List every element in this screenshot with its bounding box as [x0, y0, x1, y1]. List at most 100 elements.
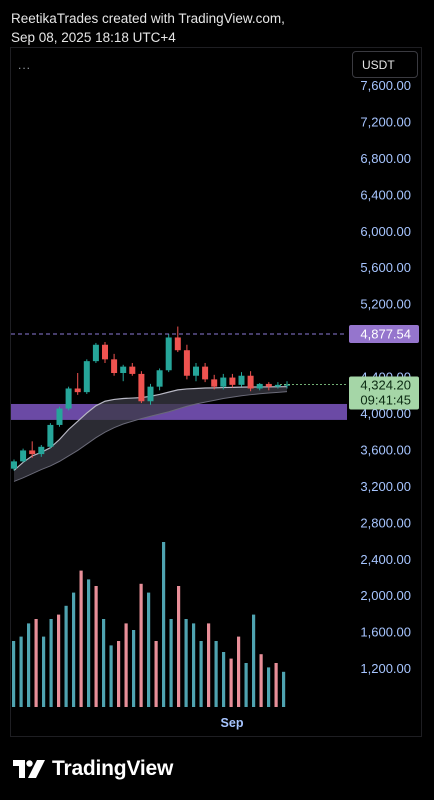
candle-body — [229, 377, 236, 385]
currency-button[interactable]: USDT — [352, 51, 418, 78]
candle-body — [174, 337, 181, 351]
candle-body — [147, 386, 154, 402]
price-tick-label: 6,400.00 — [360, 187, 411, 202]
candle — [165, 333, 172, 373]
volume-bar — [229, 658, 233, 707]
candle — [29, 441, 36, 458]
candle-body — [183, 350, 190, 376]
volume-bar — [57, 614, 61, 707]
current-price-badge — [349, 376, 419, 410]
volume-bar — [207, 623, 211, 707]
tv-logo-icon — [13, 760, 45, 778]
price-tick-label: 4,000.00 — [360, 406, 411, 421]
volume-bar — [282, 671, 286, 707]
volume-bar — [199, 641, 203, 707]
candle — [274, 382, 281, 389]
candle — [265, 382, 272, 391]
candle-body — [47, 424, 54, 447]
candle-body — [111, 359, 118, 373]
candle-body — [138, 373, 145, 402]
candle — [111, 353, 118, 376]
volume-bar — [12, 641, 16, 707]
candle-body — [65, 388, 72, 409]
price-lines-layer — [11, 333, 347, 385]
candle-body — [238, 375, 245, 385]
candle-body — [83, 361, 90, 393]
price-tick-label: 3,200.00 — [360, 479, 411, 494]
candle-body — [284, 384, 290, 386]
candle-body — [92, 344, 99, 362]
volume-bar — [49, 619, 53, 707]
volume-bar — [87, 579, 91, 707]
brand-name: TradingView — [52, 757, 174, 780]
volume-bar — [94, 586, 98, 707]
price-tick-label: 5,600.00 — [360, 260, 411, 275]
candle — [284, 381, 290, 389]
volume-bar — [19, 636, 23, 707]
price-tick-label: 2,400.00 — [360, 552, 411, 567]
candle — [20, 448, 27, 463]
tradingview-logo: TradingView — [12, 757, 173, 781]
high-price-label: 4,877.54 — [349, 325, 419, 344]
price-tick-label: 6,000.00 — [360, 224, 411, 239]
volume-bar — [109, 645, 113, 707]
volume-bar — [139, 583, 143, 707]
price-tick-label: 1,600.00 — [360, 625, 411, 640]
candle — [11, 459, 17, 471]
volume-bar — [124, 623, 128, 707]
volume-bar — [117, 641, 121, 707]
volume-bar — [132, 630, 136, 707]
high-price-badge — [349, 325, 419, 344]
candle-body — [29, 450, 36, 455]
candle — [247, 371, 254, 392]
candle-body — [38, 446, 45, 455]
candle — [229, 373, 236, 388]
volume-bar — [222, 652, 226, 707]
candles-layer — [11, 326, 290, 471]
price-tick-label: 6,800.00 — [360, 151, 411, 166]
price-tick-label: 5,200.00 — [360, 297, 411, 312]
chart-header: ReetikaTrades created with TradingView.c… — [11, 9, 285, 47]
volume-bar — [274, 663, 278, 707]
price-tick-label: 2,800.00 — [360, 515, 411, 530]
volume-bar — [162, 542, 166, 707]
candle — [156, 368, 163, 391]
candle — [47, 423, 54, 449]
ma-ribbon — [14, 386, 287, 482]
volume-bar — [169, 619, 173, 707]
author-line: ReetikaTrades created with TradingView.c… — [11, 11, 285, 26]
candle-body — [102, 344, 108, 360]
price-tick-label: 7,200.00 — [360, 114, 411, 129]
volume-bar — [102, 619, 106, 707]
candle-body — [120, 366, 127, 373]
candle-body — [211, 379, 218, 387]
volume-bar — [34, 619, 38, 707]
countdown-text: 09:41:45 — [360, 392, 411, 407]
candle — [193, 362, 199, 382]
candle — [256, 383, 263, 391]
candle-body — [247, 375, 254, 389]
candle — [129, 362, 136, 376]
more-menu-icon[interactable]: ... — [18, 58, 32, 72]
candle-body — [220, 377, 227, 387]
volume-bar — [147, 592, 151, 707]
candle-body — [56, 408, 63, 425]
volume-bar — [177, 586, 181, 707]
price-tick-label: 3,600.00 — [360, 442, 411, 457]
candle-body — [20, 450, 27, 462]
volume-bar — [42, 636, 46, 707]
ma-slow-line — [13, 391, 288, 482]
candle-body — [156, 370, 163, 387]
candle — [238, 372, 245, 387]
volume-bar — [72, 592, 76, 707]
volume-bar — [252, 614, 256, 707]
candle-body — [256, 383, 263, 389]
volume-bar — [244, 663, 248, 707]
volume-bar — [267, 667, 271, 707]
volume-bar — [214, 641, 218, 707]
price-tick-label: 7,600.00 — [360, 78, 411, 93]
candle-body — [165, 337, 172, 371]
candle — [120, 364, 127, 382]
